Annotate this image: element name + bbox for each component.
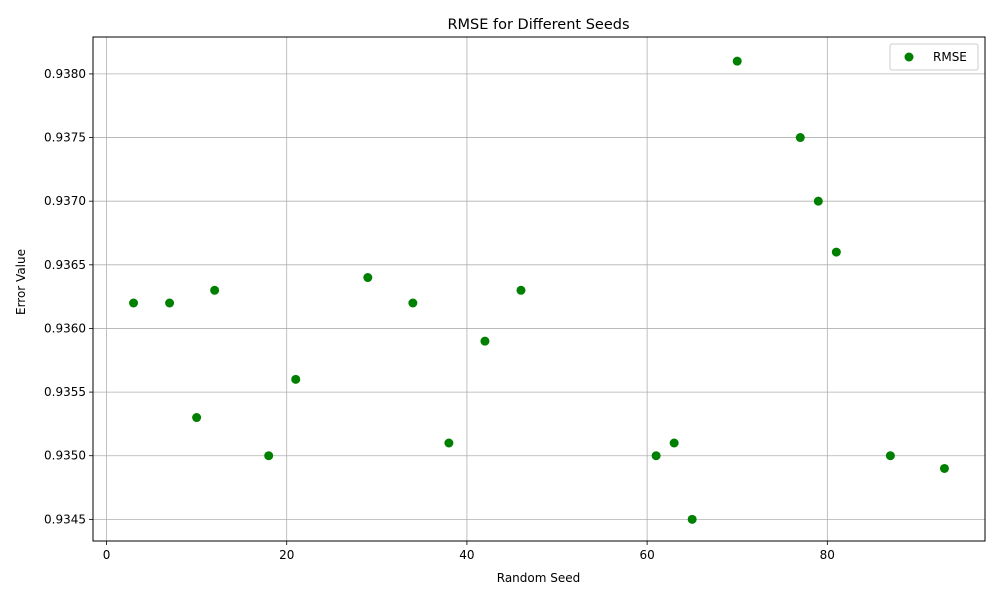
legend-box [889,43,979,71]
data-point [210,285,220,295]
data-point [129,298,139,308]
data-point [885,451,895,461]
legend-label: RMSE [933,50,967,64]
data-point [408,298,418,308]
legend-marker [904,52,914,62]
x-axis-label: Random Seed [497,571,581,585]
x-tick-label: 40 [459,548,474,562]
data-point [651,451,661,461]
x-tick-label: 0 [103,548,111,562]
data-point [291,374,301,384]
y-axis-ticks: 0.9345 0.9350 0.9355 0.9360 0.9365 0.9370 0.93… [44,67,93,526]
data-point [831,247,841,257]
y-tick-label: 0.9345 [44,512,86,526]
data-point [732,56,742,66]
y-tick-label: 0.9355 [44,385,86,399]
y-tick-label: 0.9365 [44,258,86,272]
y-axis-label: Error Value [14,249,28,315]
data-point [264,451,274,461]
x-tick-label: 80 [820,548,835,562]
x-axis-ticks: 0 20 40 60 80 [103,541,835,562]
y-tick-label: 0.9380 [44,67,86,81]
y-tick-label: 0.9370 [44,194,86,208]
y-tick-label: 0.9360 [44,321,86,335]
data-point [444,438,454,448]
data-point [192,413,202,423]
data-point [480,336,490,346]
data-points [129,56,949,524]
y-tick-label: 0.9375 [44,131,86,145]
data-point [669,438,679,448]
plot-frame [92,36,986,542]
grid-lines [93,37,985,541]
legend: RMSE [889,43,979,71]
data-point [813,196,823,206]
data-point [363,273,373,283]
x-tick-label: 20 [279,548,294,562]
data-point [795,133,805,143]
data-point [687,514,697,524]
chart-title: RMSE for Different Seeds [447,17,629,33]
y-tick-label: 0.9350 [44,449,86,463]
x-tick-label: 60 [639,548,654,562]
data-point [939,463,949,473]
data-point [165,298,175,308]
data-point [516,285,526,295]
